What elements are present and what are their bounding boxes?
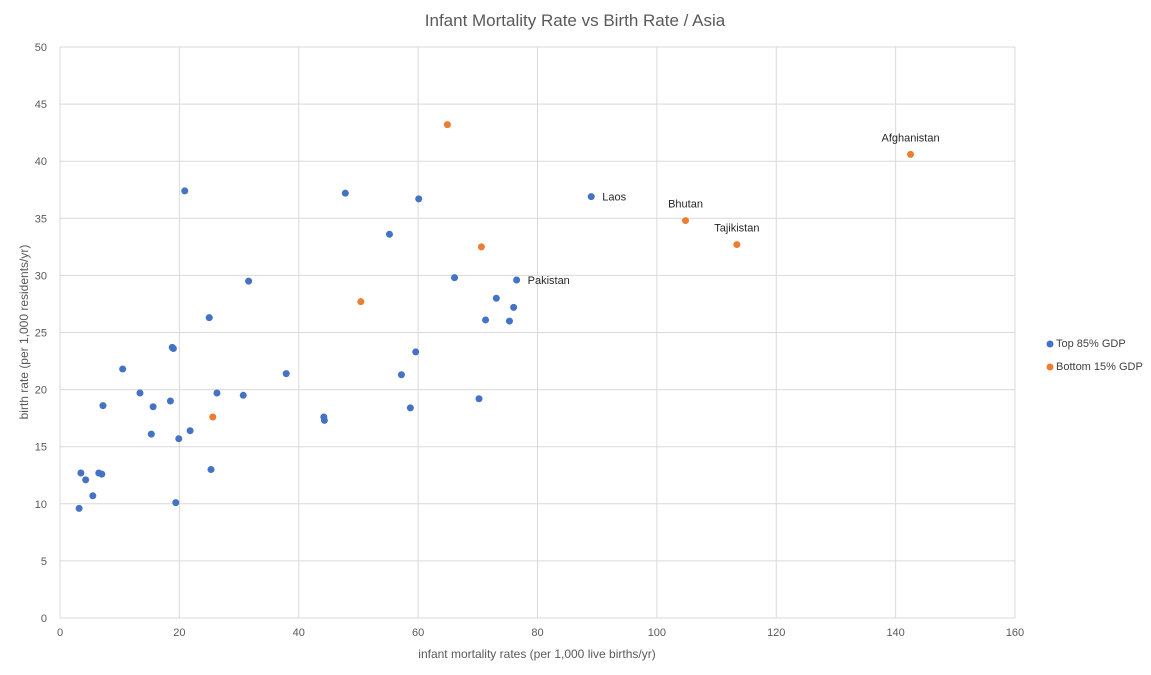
data-point-series-1: [907, 150, 915, 158]
data-point-series-1: [733, 241, 741, 249]
y-tick-label: 35: [35, 213, 47, 225]
data-point-series-0: [397, 371, 405, 379]
data-point-series-0: [205, 314, 213, 322]
data-point-series-0: [149, 403, 157, 411]
chart-title: Infant Mortality Rate vs Birth Rate / As…: [425, 11, 726, 30]
point-annotations: Pakistan Laos Bhutan Tajikistan Afghanistan: [528, 132, 940, 287]
x-tick-label: 60: [412, 627, 424, 639]
data-point-series-0: [510, 303, 518, 311]
data-point-series-0: [239, 391, 247, 399]
data-point-series-0: [475, 395, 483, 403]
data-point-series-0: [482, 316, 490, 324]
data-point-series-0: [136, 389, 144, 397]
data-point-series-0: [245, 277, 253, 285]
data-point-series-0: [166, 397, 174, 405]
data-points: [75, 121, 915, 512]
y-tick-label: 30: [35, 270, 47, 282]
point-label: Afghanistan: [881, 132, 939, 144]
x-tick-label: 140: [886, 627, 904, 639]
x-tick-label: 100: [648, 627, 666, 639]
data-point-series-0: [98, 470, 106, 478]
data-point-series-1: [682, 217, 690, 225]
y-tick-label: 40: [35, 156, 47, 168]
data-point-series-0: [282, 370, 290, 378]
y-axis-label: birth rate (per 1,000 residents/yr): [17, 245, 31, 420]
x-tick-label: 80: [531, 627, 543, 639]
legend: Top 85% GDP Bottom 15% GDP: [1046, 338, 1143, 373]
x-tick-label: 0: [57, 627, 63, 639]
data-point-series-0: [451, 274, 459, 282]
x-tick-label: 20: [173, 627, 185, 639]
data-point-series-0: [415, 195, 423, 203]
data-point-series-0: [99, 402, 107, 410]
legend-marker-top-85: [1046, 340, 1054, 348]
point-label: Laos: [602, 192, 626, 204]
legend-marker-bottom-15: [1046, 363, 1054, 371]
data-point-series-0: [147, 430, 155, 438]
data-point-series-0: [513, 276, 521, 284]
data-point-series-0: [175, 435, 183, 443]
y-tick-label: 5: [41, 556, 47, 568]
data-point-series-0: [385, 230, 393, 238]
data-point-series-0: [181, 187, 189, 195]
data-point-series-1: [477, 243, 485, 251]
y-tick-label: 50: [35, 42, 47, 54]
data-point-series-0: [172, 499, 180, 507]
legend-label-bottom-15: Bottom 15% GDP: [1056, 361, 1143, 373]
data-point-series-0: [492, 294, 500, 302]
y-tick-label: 15: [35, 442, 47, 454]
x-axis-label: infant mortality rates (per 1,000 live b…: [418, 647, 655, 661]
point-label: Pakistan: [528, 275, 570, 287]
x-tick-label: 120: [767, 627, 785, 639]
data-point-series-0: [77, 469, 85, 477]
data-point-series-0: [89, 492, 97, 500]
data-point-series-0: [406, 404, 414, 412]
data-point-series-1: [209, 413, 217, 421]
legend-label-top-85: Top 85% GDP: [1056, 338, 1126, 350]
data-point-series-0: [169, 344, 177, 352]
x-tick-label: 160: [1006, 627, 1024, 639]
data-point-series-0: [320, 416, 328, 424]
data-point-series-0: [186, 427, 194, 435]
data-point-series-0: [213, 389, 221, 397]
x-tick-label: 40: [293, 627, 305, 639]
y-tick-label: 10: [35, 499, 47, 511]
point-label: Bhutan: [668, 199, 703, 211]
data-point-series-0: [412, 348, 420, 356]
data-point-series-0: [207, 466, 215, 474]
y-tick-label: 20: [35, 385, 47, 397]
y-tick-label: 25: [35, 328, 47, 340]
data-point-series-0: [119, 365, 127, 373]
data-point-series-0: [341, 189, 349, 197]
data-point-series-0: [82, 476, 90, 484]
data-point-series-0: [75, 504, 83, 512]
y-tick-label: 45: [35, 99, 47, 111]
grid-lines: [59, 46, 1016, 619]
point-label: Tajikistan: [714, 223, 759, 235]
data-point-series-0: [587, 193, 595, 201]
data-point-series-1: [357, 298, 365, 306]
data-point-series-0: [505, 317, 513, 325]
y-tick-label: 0: [41, 613, 47, 625]
axis-ticks: 0 20 40 60 80 100 120 140 160 0 5 10 15 20 25 30 35 40 45 5…: [35, 42, 1024, 639]
data-point-series-1: [443, 121, 451, 129]
